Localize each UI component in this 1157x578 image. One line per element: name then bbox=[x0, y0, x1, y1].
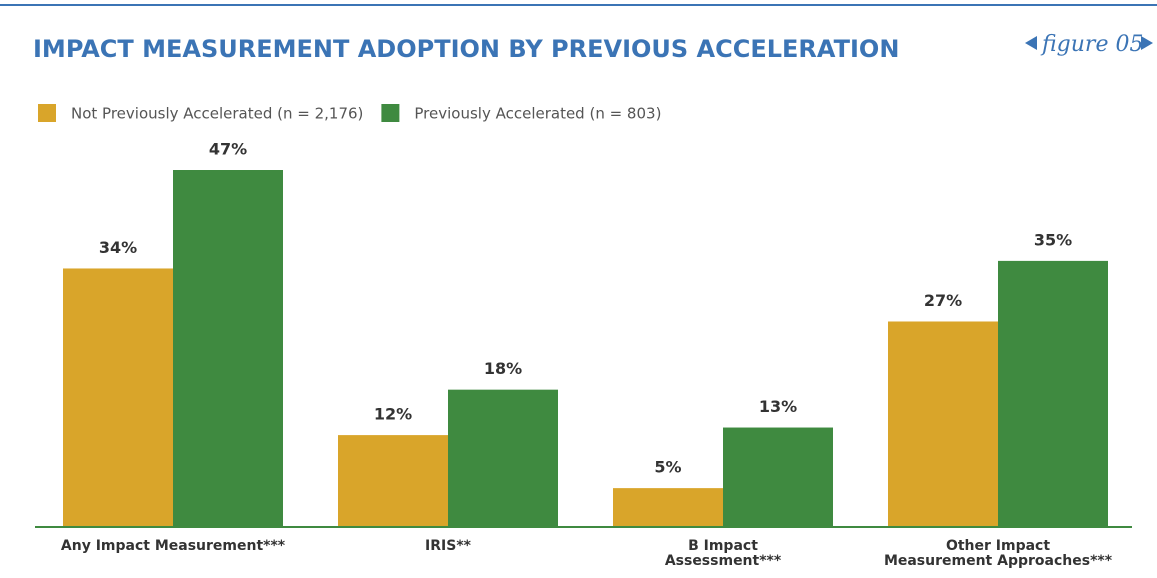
legend-swatch bbox=[381, 104, 400, 122]
x-tick-label: Any Impact Measurement*** bbox=[60, 538, 286, 554]
bar bbox=[63, 268, 173, 526]
value-label: 34% bbox=[99, 238, 137, 257]
x-tick-label: Other Impact Measurement Approaches*** bbox=[883, 538, 1113, 569]
figure-label: figure 05 bbox=[1040, 32, 1143, 57]
bar bbox=[613, 488, 723, 526]
value-label: 18% bbox=[484, 359, 522, 378]
prev-arrow[interactable] bbox=[1025, 36, 1037, 50]
baseline bbox=[35, 526, 1132, 528]
legend-label: Previously Accelerated (n = 803) bbox=[414, 105, 661, 123]
bar bbox=[173, 170, 283, 526]
x-tick-label: B Impact Assessment*** bbox=[664, 538, 782, 569]
bar bbox=[888, 321, 998, 526]
x-tick-label: IRIS** bbox=[425, 538, 471, 554]
value-label: 35% bbox=[1034, 230, 1072, 249]
legend-label: Not Previously Accelerated (n = 2,176) bbox=[71, 105, 363, 123]
bar bbox=[723, 427, 833, 526]
value-label: 47% bbox=[209, 140, 247, 159]
value-label: 12% bbox=[374, 405, 412, 424]
value-label: 27% bbox=[924, 291, 962, 310]
legend-swatch bbox=[38, 104, 56, 122]
bar bbox=[448, 389, 558, 526]
top-rule bbox=[0, 4, 1157, 6]
next-arrow[interactable] bbox=[1141, 36, 1153, 50]
chart-title: IMPACT MEASUREMENT ADOPTION BY PREVIOUS … bbox=[33, 35, 899, 63]
value-label: 13% bbox=[759, 397, 797, 416]
bar bbox=[998, 260, 1108, 526]
bar bbox=[338, 435, 448, 526]
value-label: 5% bbox=[654, 458, 681, 477]
